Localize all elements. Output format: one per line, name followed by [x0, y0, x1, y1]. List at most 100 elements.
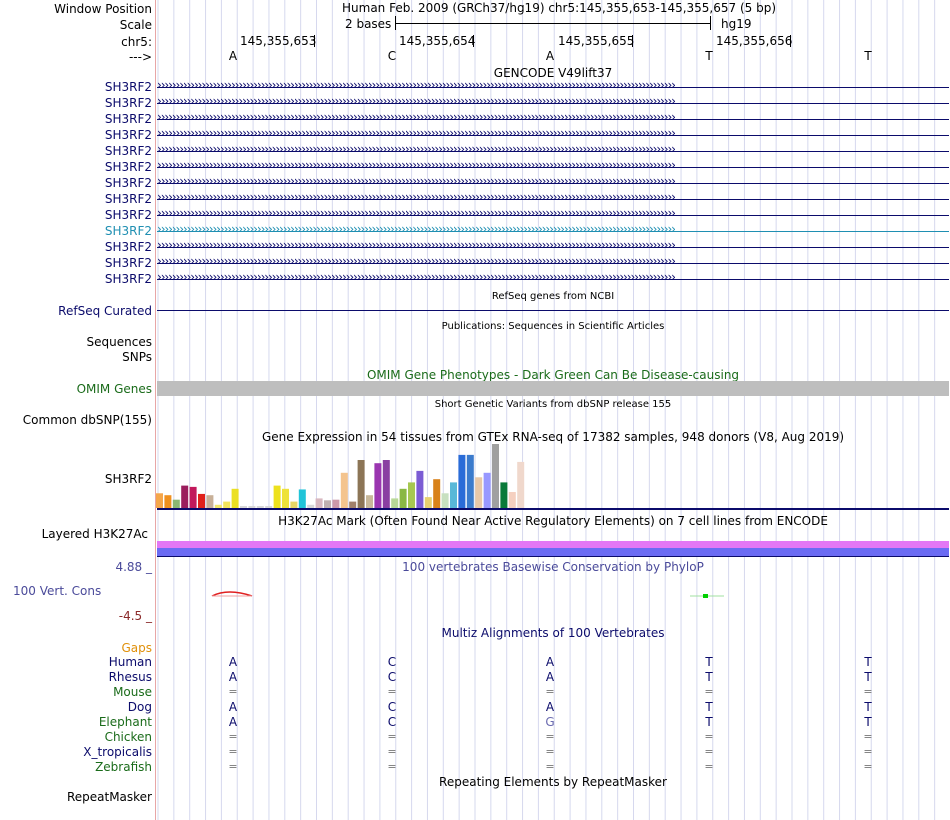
- gaps-label[interactable]: Gaps: [121, 641, 152, 655]
- gtex-baseline: [157, 508, 949, 510]
- gtex-tissue-bar: [357, 460, 365, 508]
- repeatmasker-label[interactable]: RepeatMasker: [66, 790, 152, 804]
- phylop-label[interactable]: 100 Vert. Cons: [13, 584, 102, 598]
- gene-transcript[interactable]: ››››››››››››››››››››››››››››››››››››››››…: [157, 208, 949, 222]
- alignment-base: =: [704, 730, 714, 743]
- sequences-label[interactable]: Sequences: [86, 335, 152, 349]
- strand-arrows-icon: ››››››››››››››››››››››››››››››››››››››››…: [157, 240, 676, 252]
- alignment-base: =: [704, 745, 714, 758]
- gene-transcript[interactable]: ››››››››››››››››››››››››››››››››››››››››…: [157, 240, 949, 254]
- h3k27ac-signal[interactable]: [157, 541, 949, 557]
- gene-transcript[interactable]: ››››››››››››››››››››››››››››››››››››››››…: [157, 96, 949, 110]
- gtex-tissue-bar: [265, 506, 273, 508]
- alignment-base: A: [228, 670, 238, 684]
- strand-arrows-icon: ››››››››››››››››››››››››››››››››››››››››…: [157, 272, 676, 284]
- gene-label[interactable]: SH3RF2: [104, 112, 152, 126]
- gtex-tissue-bar: [441, 493, 449, 508]
- assembly-position-text[interactable]: Human Feb. 2009 (GRCh37/hg19) chr5:145,3…: [342, 1, 777, 15]
- gtex-tissue-bar: [206, 495, 214, 508]
- omim-title: OMIM Gene Phenotypes - Dark Green Can Be…: [366, 368, 740, 382]
- gtex-tissue-bar: [382, 460, 390, 508]
- phylop-signal[interactable]: [156, 588, 950, 602]
- gene-label[interactable]: SH3RF2: [104, 96, 152, 110]
- alignment-base: =: [387, 730, 397, 743]
- gtex-label[interactable]: SH3RF2: [104, 472, 152, 486]
- gene-transcript[interactable]: ››››››››››››››››››››››››››››››››››››››››…: [157, 176, 949, 190]
- alignment-base: A: [228, 715, 238, 729]
- gene-label[interactable]: SH3RF2: [104, 176, 152, 190]
- alignment-base: T: [864, 700, 872, 714]
- alignment-base: =: [545, 685, 555, 698]
- gene-transcript[interactable]: ››››››››››››››››››››››››››››››››››››››››…: [157, 112, 949, 126]
- refseq-label[interactable]: RefSeq Curated: [58, 304, 152, 318]
- gtex-tissue-bar: [214, 504, 222, 508]
- gtex-tissue-bar: [240, 506, 247, 508]
- gene-label[interactable]: SH3RF2: [104, 80, 152, 94]
- gene-transcript[interactable]: ››››››››››››››››››››››››››››››››››››››››…: [157, 192, 949, 206]
- alignment-base: A: [545, 700, 555, 714]
- gene-label[interactable]: SH3RF2: [104, 144, 152, 158]
- gene-label[interactable]: SH3RF2: [104, 128, 152, 142]
- species-label[interactable]: Rhesus: [108, 670, 152, 684]
- gtex-tissue-bar: [492, 444, 499, 508]
- gtex-tissue-bar: [324, 500, 331, 508]
- gtex-tissue-bar: [223, 501, 231, 508]
- alignment-base: =: [387, 685, 397, 698]
- coordinate-tick: [314, 35, 315, 47]
- gene-label[interactable]: SH3RF2: [104, 224, 152, 238]
- gtex-tissue-bar: [517, 461, 525, 508]
- gene-transcript[interactable]: ››››››››››››››››››››››››››››››››››››››››…: [157, 272, 949, 286]
- dbsnp-label[interactable]: Common dbSNP(155): [22, 413, 152, 427]
- strand-arrows-icon: ››››››››››››››››››››››››››››››››››››››››…: [157, 80, 676, 92]
- grid-lines: [157, 0, 936, 820]
- gtex-expression-chart[interactable]: [156, 444, 532, 510]
- alignment-base: =: [545, 745, 555, 758]
- gene-label[interactable]: SH3RF2: [104, 272, 152, 286]
- h3k27ac-label[interactable]: Layered H3K27Ac: [41, 527, 148, 541]
- species-label[interactable]: X_tropicalis: [83, 745, 152, 759]
- species-label[interactable]: Elephant: [98, 715, 152, 729]
- omim-bar[interactable]: [157, 381, 949, 396]
- gtex-tissue-bar: [307, 504, 315, 508]
- gene-transcript[interactable]: ››››››››››››››››››››››››››››››››››››››››…: [157, 256, 949, 270]
- scale-bar: [395, 16, 711, 30]
- gene-transcript[interactable]: ››››››››››››››››››››››››››››››››››››››››…: [157, 80, 949, 94]
- alignment-base: T: [864, 715, 872, 729]
- gene-label[interactable]: SH3RF2: [104, 208, 152, 222]
- scale-text: 2 bases: [345, 17, 392, 31]
- omim-label[interactable]: OMIM Genes: [76, 382, 152, 396]
- gene-transcript[interactable]: ››››››››››››››››››››››››››››››››››››››››…: [157, 128, 949, 142]
- alignment-base: =: [863, 685, 873, 698]
- coordinate-tick: [790, 35, 791, 47]
- gene-transcript[interactable]: ››››››››››››››››››››››››››››››››››››››››…: [157, 144, 949, 158]
- species-label[interactable]: Zebrafish: [95, 760, 152, 774]
- h3k27ac-title: H3K27Ac Mark (Often Found Near Active Re…: [278, 514, 828, 528]
- species-label[interactable]: Mouse: [113, 685, 152, 699]
- coordinate-tick: [632, 35, 633, 47]
- alignment-base: T: [864, 670, 872, 684]
- gene-transcript[interactable]: ››››››››››››››››››››››››››››››››››››››››…: [157, 160, 949, 174]
- alignment-base: C: [387, 670, 397, 684]
- gtex-tissue-bar: [189, 486, 197, 508]
- species-label[interactable]: Human: [108, 655, 152, 669]
- gene-transcript[interactable]: ››››››››››››››››››››››››››››››››››››››››…: [157, 224, 949, 238]
- alignment-base: C: [387, 700, 397, 714]
- gene-label[interactable]: SH3RF2: [104, 160, 152, 174]
- gtex-tissue-bar: [466, 454, 474, 508]
- coordinate-tick-label: 145,355,654: [399, 34, 476, 48]
- refseq-line[interactable]: [157, 310, 949, 311]
- species-label[interactable]: Dog: [127, 700, 152, 714]
- gene-label[interactable]: SH3RF2: [104, 240, 152, 254]
- repeatmasker-title: Repeating Elements by RepeatMasker: [439, 775, 667, 789]
- gene-label[interactable]: SH3RF2: [104, 192, 152, 206]
- species-label[interactable]: Chicken: [104, 730, 152, 744]
- db-text: hg19: [721, 17, 752, 31]
- strand-label: --->: [128, 50, 152, 64]
- alignment-base: =: [545, 730, 555, 743]
- alignment-base: A: [228, 700, 238, 714]
- gene-label[interactable]: SH3RF2: [104, 256, 152, 270]
- alignment-base: C: [387, 715, 397, 729]
- snps-label[interactable]: SNPs: [122, 350, 152, 364]
- alignment-base: =: [228, 745, 238, 758]
- alignment-base: A: [545, 655, 555, 669]
